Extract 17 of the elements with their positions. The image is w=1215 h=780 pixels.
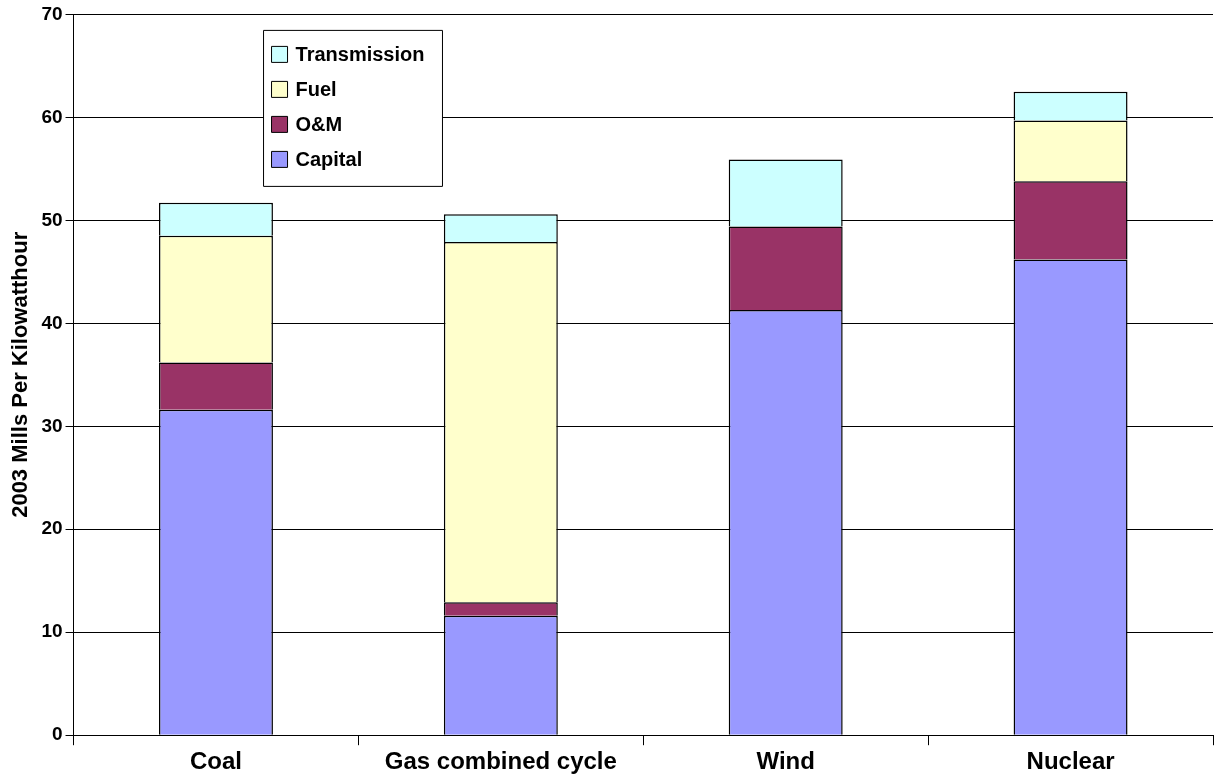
legend-label: Transmission xyxy=(295,42,425,65)
x-tick-label: Gas combined cycle xyxy=(384,747,617,775)
x-tick-label: Coal xyxy=(189,747,242,775)
y-tick-label: 30 xyxy=(41,414,63,436)
y-tick-label: 50 xyxy=(41,208,63,230)
y-axis-title: 2003 Mills Per Kilowatthour xyxy=(7,231,33,518)
y-tick-label: 10 xyxy=(41,620,63,642)
y-tick-label: 60 xyxy=(41,105,63,127)
legend-label: Fuel xyxy=(295,77,337,100)
x-tick-label: Wind xyxy=(756,747,815,775)
x-tick-label: Nuclear xyxy=(1026,747,1115,775)
y-tick-label: 40 xyxy=(41,311,63,333)
y-tick-label: 20 xyxy=(41,517,63,539)
legend-label: O&M xyxy=(295,112,343,135)
y-tick-label: 0 xyxy=(51,723,63,745)
y-tick-label: 70 xyxy=(41,2,63,24)
legend-label: Capital xyxy=(295,147,363,170)
